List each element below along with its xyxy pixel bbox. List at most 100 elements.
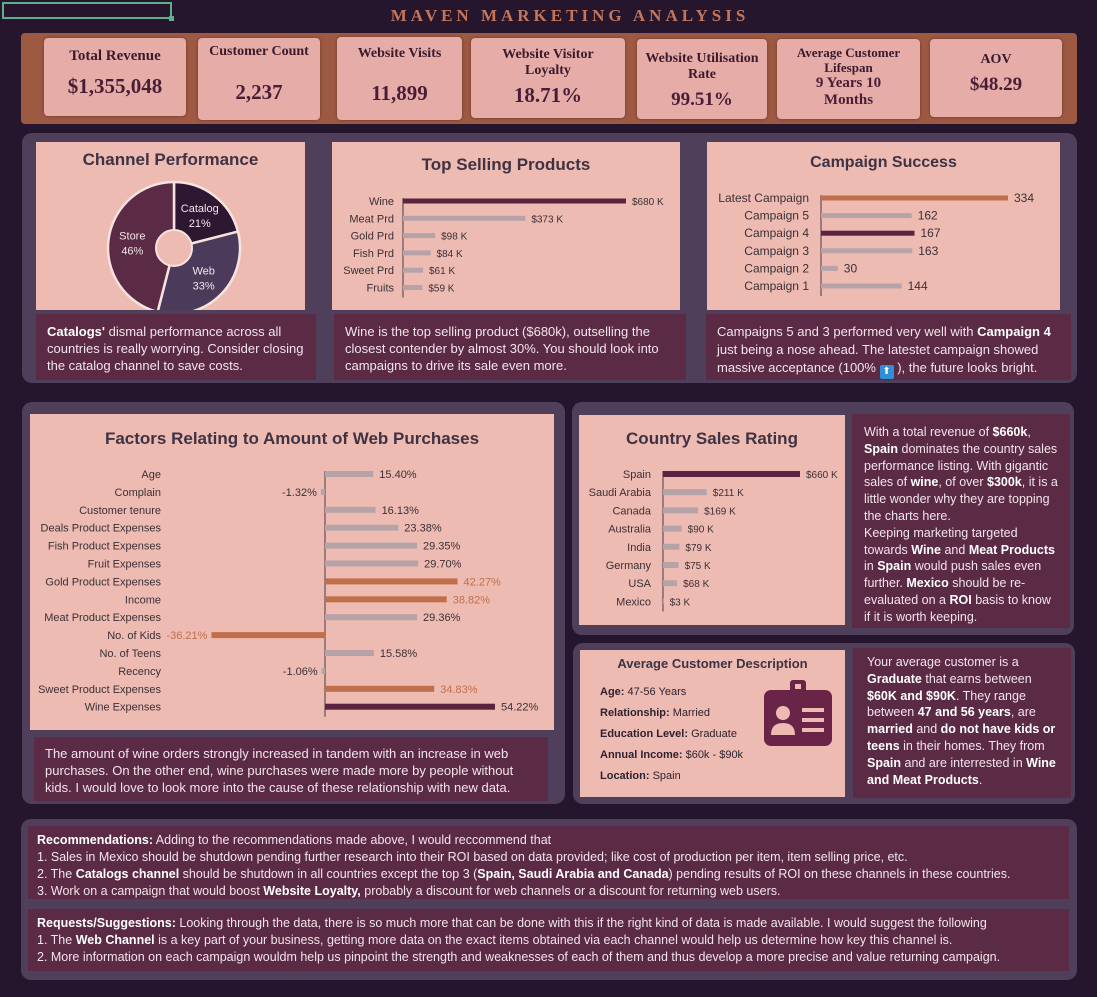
kpi-value: 9 Years 10 Months — [815, 75, 882, 108]
country-sales-card: Country Sales Rating Spain $660 K Saudi Ar… — [579, 415, 845, 625]
note-text: With a total revenue of — [864, 425, 993, 439]
kpi-website-utilisation-rate: Website Utilisation Rate 99.51% — [637, 39, 767, 119]
bar-saudi-arabia — [663, 489, 707, 496]
data-label: 15.58% — [380, 648, 418, 660]
attr-value: Spain — [652, 770, 681, 782]
category-label: Latest Campaign — [718, 191, 809, 205]
campaign-chart-title: Campaign Success — [810, 154, 957, 171]
pie-category-label: Store — [119, 231, 145, 243]
kpi-label: Website Visits — [357, 46, 442, 61]
attr-label: Age: — [600, 686, 625, 698]
kpi-value: 2,237 — [235, 80, 283, 104]
pie-category-label: Web — [192, 266, 214, 278]
bar-india — [663, 543, 680, 550]
data-label: $84 K — [437, 249, 463, 260]
data-label: -1.06% — [283, 666, 318, 678]
note-emphasis: Meat Products — [968, 542, 1055, 557]
bar-no-of-teens — [325, 650, 374, 656]
pie-percent-label: 46% — [121, 246, 143, 258]
category-label: Campaign 3 — [744, 244, 809, 258]
category-label: Campaign 2 — [744, 261, 809, 275]
customer-relationship-row: Relationship: Married — [600, 703, 743, 724]
category-label: Germany — [606, 560, 652, 572]
note-text: should be re-evaluated on a — [864, 576, 1026, 607]
products-bar-chart: Wine $680 K Meat Prd $373 K Gold Prd $98 K Fis… — [343, 196, 664, 298]
products-insight-note: Wine is the top selling product ($680k),… — [334, 314, 686, 380]
category-label: Customer tenure — [79, 505, 161, 517]
kpi-website-visitor-loyalty: Website Visitor Loyalty 18.71% — [471, 38, 625, 118]
recommendation-item: 2. The Catalogs channel should be shutdo… — [37, 866, 1060, 883]
note-emphasis: Spain — [864, 441, 899, 456]
bar-latest-campaign — [821, 195, 1008, 201]
bar-age — [325, 471, 374, 477]
data-label: 16.13% — [382, 505, 420, 517]
category-label: Campaign 1 — [744, 279, 809, 293]
data-label: 54.22% — [501, 702, 539, 714]
note-emphasis: Graduate — [867, 671, 922, 686]
category-label: India — [627, 542, 652, 554]
bar-sweet-prd — [403, 267, 424, 273]
data-label: $59 K — [428, 284, 454, 295]
data-label: 334 — [1014, 191, 1034, 205]
attr-label: Relationship: — [600, 707, 670, 719]
note-emphasis: Spain — [877, 559, 912, 574]
data-label: -36.21% — [166, 630, 207, 642]
note-emphasis: Spain, Saudi Arabia and Canada — [477, 867, 669, 881]
attr-value: $60k - $90k — [685, 749, 744, 761]
data-label: 34.83% — [440, 684, 478, 696]
category-label: Australia — [608, 524, 652, 536]
category-label: Complain — [115, 487, 161, 499]
bar-campaign-1 — [821, 283, 902, 289]
category-label: No. of Kids — [107, 630, 161, 642]
category-label: Canada — [612, 505, 651, 517]
note-emphasis: $60K and $90K — [867, 688, 956, 703]
bar-campaign-3 — [821, 248, 913, 254]
bar-fish-product-expenses — [325, 542, 418, 549]
note-text: ) pending results of ROI on these channe… — [668, 867, 1011, 881]
customer-insight-note: Your average customer is a Graduate that… — [853, 648, 1071, 798]
category-label: Fruit Expenses — [88, 559, 162, 571]
note-text: 2. The — [37, 867, 76, 881]
category-label: Sweet Prd — [343, 265, 394, 277]
category-label: Fish Prd — [353, 248, 394, 260]
category-label: Meat Product Expenses — [44, 612, 161, 624]
customer-age-row: Age: 47-56 Years — [600, 682, 743, 703]
attr-value: Married — [672, 707, 711, 719]
note-emphasis: Spain — [867, 755, 902, 770]
note-text: , are — [1010, 705, 1036, 720]
kpi-label: Average Customer Lifespan — [796, 45, 901, 75]
data-label: 144 — [908, 279, 928, 293]
category-label: Gold Product Expenses — [45, 576, 161, 588]
cell-selection-box[interactable] — [2, 2, 174, 21]
bar-germany — [663, 562, 679, 568]
customer-card: Average Customer Description Age: 47-56 … — [580, 650, 845, 797]
bar-fruit-expenses — [325, 560, 419, 567]
note-text: that earns between — [921, 671, 1032, 686]
note-emphasis: Catalogs' — [47, 324, 105, 339]
category-label: Meat Prd — [349, 213, 394, 225]
category-label: Campaign 4 — [744, 226, 809, 240]
note-emphasis: $660k — [992, 425, 1028, 439]
channel-pie-chart: Catalog 21% Web 33% Store 46% — [106, 180, 242, 310]
data-label: -1.32% — [282, 487, 317, 499]
bar-customer-tenure — [325, 506, 376, 513]
note-emphasis: Wine — [911, 542, 941, 557]
kpi-value: 99.51% — [671, 89, 733, 110]
category-label: Saudi Arabia — [589, 487, 652, 499]
data-label: $660 K — [806, 470, 838, 481]
bar-campaign-5 — [821, 213, 912, 219]
country-insight-note: With a total revenue of $660k, Spain dom… — [852, 414, 1070, 628]
data-label: $3 K — [670, 597, 691, 608]
campaign-success-card: Campaign Success Latest Campaign 334 Campa… — [707, 142, 1060, 310]
id-badge-icon — [764, 680, 832, 746]
category-label: Recency — [118, 666, 161, 678]
channel-performance-card: Channel Performance Catalog 21% Web 33% Stor… — [36, 142, 305, 310]
top-selling-products-card: Top Selling Products Wine $680 K Meat Prd $… — [332, 142, 680, 310]
data-label: 29.35% — [423, 541, 461, 553]
bar-australia — [663, 525, 682, 532]
pie-slice-catalog — [172, 180, 240, 250]
note-text: and are interrested in — [901, 755, 1027, 770]
kpi-label: Total Revenue — [69, 48, 161, 64]
note-emphasis: Mexico — [906, 576, 949, 591]
note-emphasis: Catalogs channel — [75, 867, 180, 881]
